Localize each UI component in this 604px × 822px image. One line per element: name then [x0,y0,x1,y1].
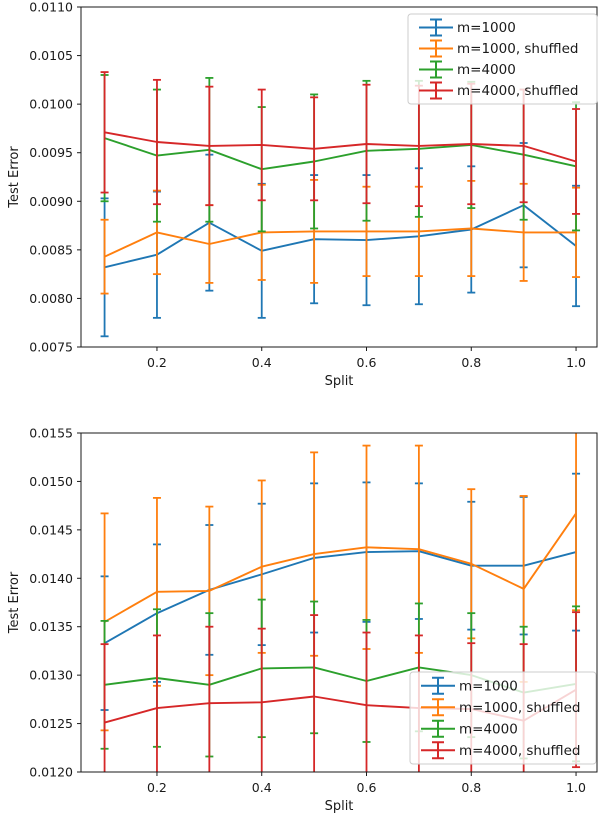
legend-label: m=1000, shuffled [459,700,580,716]
bottom-chart-x-tick-label: 0.8 [461,780,481,795]
series-line-m-4000 [104,137,577,171]
legend-item: m=1000, shuffled [421,698,580,717]
top-chart-series-m-4000-shuffled [100,71,581,215]
top-chart-x-tick-label: 0.6 [357,355,377,370]
top-chart-legend: m=1000 m=1000, shuffled m=4000 m=4000, shuf… [407,13,598,105]
top-chart-y-tick-label: 0.0095 [29,145,73,160]
legend-item: m=4000, shuffled [421,741,580,760]
bottom-chart-x-tick-label: 1.0 [566,780,586,795]
legend-label: m=1000 [459,678,518,694]
bottom-chart-y-axis-label: Test Error [7,571,22,634]
top-chart-plot-area [100,71,581,338]
top-chart-x-tick-label: 0.4 [252,355,272,370]
top-chart-series-m-1000-shuffled [100,179,581,295]
legend-label: m=4000 [459,721,518,737]
legend-label: m=4000, shuffled [459,743,580,759]
bottom-chart-spines [80,432,598,773]
top-chart-y-tick-label: 0.0090 [29,194,73,209]
top-chart-y-tick-label: 0.0110 [29,0,73,15]
top-chart-x-tick-label: 0.8 [461,355,481,370]
series-line-m-1000 [104,550,577,645]
top-chart-series-m-1000 [100,142,581,338]
bottom-chart-x-tick-label: 0.4 [252,780,272,795]
legend-item: m=1000, shuffled [419,39,578,58]
legend-frame [407,13,598,105]
bottom-chart-y-tick-label: 0.0155 [29,426,73,441]
bottom-chart-x-axis-label: Split [325,799,354,814]
top-chart-y-axis-label: Test Error [7,146,22,209]
top-chart-x-tick-label: 0.2 [147,355,167,370]
series-line-m-1000-shuffled [104,512,577,623]
top-chart-x-axis-label: Split [325,374,354,389]
legend-label: m=4000 [457,62,516,78]
top-chart-y-tick-label: 0.0100 [29,97,73,112]
top-chart-x-tick-label: 1.0 [566,355,586,370]
top-chart-y-tick-label: 0.0105 [29,48,73,63]
bottom-chart-x-tick-label: 0.6 [357,780,377,795]
bottom-chart-legend: m=1000 m=1000, shuffled m=4000 m=4000, shuf… [409,671,597,765]
legend-item: m=4000, shuffled [419,81,578,100]
legend-item: m=4000 [421,719,518,738]
top-chart: 0.0075 0.0080 0.0085 0.0090 0.0095 0.0100 0.01… [7,0,598,389]
bottom-chart-y-tick-label: 0.0140 [29,571,73,586]
bottom-chart: 0.0120 0.0125 0.0130 0.0135 0.0140 0.0145 0.01… [7,426,598,814]
legend-item: m=4000 [419,60,516,79]
top-chart-y-tick-label: 0.0075 [29,340,73,355]
bottom-chart-y-tick-label: 0.0130 [29,668,73,683]
bottom-chart-y-tick-label: 0.0135 [29,619,73,634]
legend-item: m=1000 [419,18,516,37]
bottom-chart-x-tick-label: 0.2 [147,780,167,795]
legend-item: m=1000 [421,676,518,695]
bottom-chart-y-tick-label: 0.0120 [29,765,73,780]
legend-frame [409,671,597,765]
series-line-m-4000-shuffled [104,131,577,163]
top-chart-y-tick-label: 0.0085 [29,242,73,257]
legend-label: m=4000, shuffled [457,83,578,99]
top-chart-y-tick-label: 0.0080 [29,291,73,306]
bottom-chart-y-tick-label: 0.0145 [29,522,73,537]
legend-label: m=1000, shuffled [457,41,578,57]
top-chart-spines [80,6,598,348]
legend-label: m=1000 [457,20,516,36]
bottom-chart-y-tick-label: 0.0125 [29,716,73,731]
series-line-m-1000-shuffled [104,227,576,258]
bottom-chart-y-tick-label: 0.0150 [29,474,73,489]
